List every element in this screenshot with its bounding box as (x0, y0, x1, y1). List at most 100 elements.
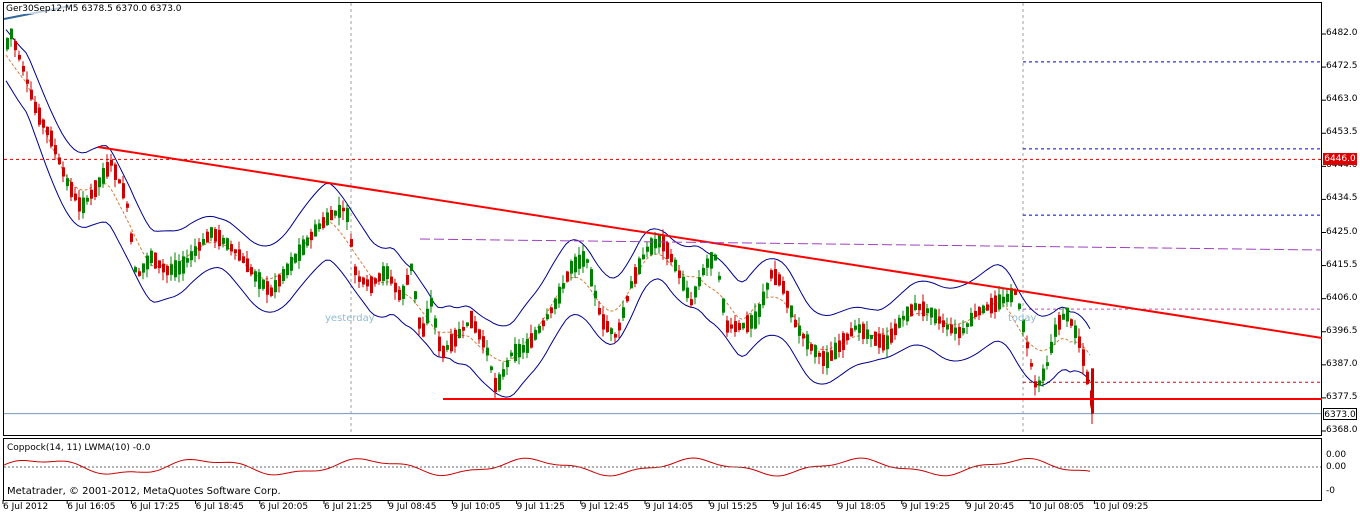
indicator-tick-3: -0 (1326, 486, 1335, 496)
time-tick-label: 9 Jul 11:25 (516, 502, 565, 512)
candle (166, 264, 169, 284)
time-tick-label: 9 Jul 16:45 (773, 502, 822, 512)
candle (30, 81, 33, 102)
candle (694, 285, 697, 305)
candle (38, 103, 41, 127)
candle (1062, 307, 1065, 320)
candle (1078, 328, 1081, 353)
candle (522, 337, 525, 360)
lower-band (5, 80, 1091, 398)
candle (634, 264, 637, 288)
candle (858, 318, 861, 341)
candle (106, 154, 109, 179)
candle (426, 300, 429, 326)
indicator-frame[interactable] (3, 438, 1322, 501)
candle (562, 275, 565, 294)
candle (714, 253, 717, 261)
candle (190, 244, 193, 267)
candle (142, 263, 145, 280)
candle (594, 285, 597, 307)
candle (906, 306, 909, 326)
candle (78, 189, 81, 220)
candle (446, 340, 449, 352)
candle (554, 297, 557, 315)
candle (918, 303, 921, 317)
candle (878, 327, 881, 354)
candle (966, 321, 969, 335)
price-tick-label: 6463.0 (1326, 94, 1358, 105)
candle (198, 238, 201, 260)
purple-dashed-level[interactable] (419, 238, 1323, 251)
candle (750, 312, 753, 338)
candle (970, 307, 973, 327)
price-tick-label: 6425.0 (1326, 226, 1358, 237)
price-tag-red: 6446.0 (1323, 153, 1357, 165)
candle (274, 273, 277, 299)
candle (766, 282, 769, 298)
candle (334, 210, 337, 219)
yesterday-label: yesterday (325, 313, 375, 324)
candle (546, 308, 549, 321)
candle (358, 270, 361, 289)
candle (602, 307, 605, 337)
candle (1042, 364, 1045, 387)
candle (786, 290, 789, 314)
price-tick-label: 6396.5 (1326, 325, 1358, 336)
candle (798, 317, 801, 344)
coppock-line (3, 457, 1091, 477)
candle (338, 196, 341, 226)
candle (326, 208, 329, 226)
candle (66, 174, 69, 191)
candle (254, 269, 257, 288)
candle (290, 252, 293, 276)
candle (682, 270, 685, 292)
candle (310, 228, 313, 249)
candle (1030, 358, 1033, 370)
candle (874, 330, 877, 346)
time-tick-label: 10 Jul 09:25 (1094, 502, 1149, 512)
candle (266, 276, 269, 304)
time-tick-label: 6 Jul 20:05 (259, 502, 309, 512)
candle (870, 334, 873, 348)
time-tick-label: 6 Jul 21:25 (324, 502, 373, 512)
candle (722, 297, 725, 316)
candle (10, 28, 13, 47)
chart-header: Ger30Sep12,M5 6378.5 6370.0 6373.0 (6, 4, 182, 14)
candle (574, 253, 577, 279)
descending-trendline[interactable] (97, 146, 1323, 339)
candle (82, 191, 85, 219)
candle (86, 195, 89, 205)
candle (406, 268, 409, 286)
candle (850, 322, 853, 337)
candle (390, 269, 393, 286)
time-tick-label: 6 Jul 2012 (3, 502, 49, 512)
candle (810, 342, 813, 355)
candle (70, 178, 73, 201)
candle (846, 332, 849, 345)
time-tick-label: 10 Jul 08:05 (1030, 502, 1085, 512)
price-tick-label: 6472.5 (1326, 61, 1358, 72)
symbol-label: Ger30Sep12,M5 (6, 4, 79, 14)
candle (890, 322, 893, 345)
candle (458, 321, 461, 339)
candle (518, 339, 521, 365)
candle (1034, 375, 1037, 396)
candle (386, 263, 389, 286)
price-tick-label: 6434.5 (1326, 193, 1358, 204)
candle (726, 315, 729, 337)
candle (486, 340, 489, 362)
candle (1074, 320, 1077, 345)
candle (1082, 342, 1085, 375)
candle (1022, 315, 1025, 337)
candle (238, 241, 241, 262)
candle (914, 294, 917, 312)
candle (1038, 376, 1041, 393)
price-tick-label: 6444.0 (1326, 160, 1358, 171)
candle (1050, 334, 1053, 356)
main-chart-frame[interactable] (3, 2, 1322, 436)
candle (710, 251, 713, 276)
candle (658, 233, 661, 254)
price-tick-label: 6482.0 (1326, 28, 1358, 38)
candle (466, 322, 469, 328)
candle (610, 327, 613, 342)
